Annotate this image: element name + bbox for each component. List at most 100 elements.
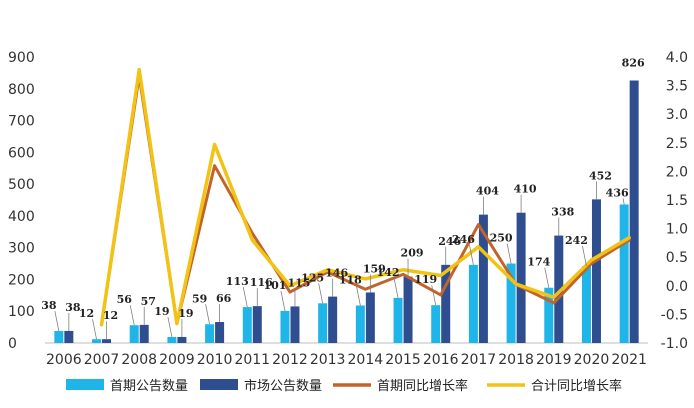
right-tick-label: 3.0 xyxy=(666,107,688,123)
x-tick-label: 2009 xyxy=(159,352,195,368)
bar-first-issue xyxy=(54,330,64,343)
label-leader xyxy=(54,310,60,332)
x-tick-label: 2017 xyxy=(461,352,497,368)
label-leader xyxy=(469,244,474,265)
data-label-market: 19 xyxy=(178,307,193,320)
bar-market xyxy=(64,330,74,343)
bar-market xyxy=(215,322,225,343)
bar-first-issue xyxy=(393,297,403,343)
bar-first-issue xyxy=(544,287,554,343)
label-leader xyxy=(622,198,625,205)
bar-market xyxy=(516,212,526,343)
x-tick-label: 2011 xyxy=(234,352,270,368)
left-tick-label: 300 xyxy=(8,241,35,257)
label-leader xyxy=(431,285,437,306)
bar-market xyxy=(102,339,112,343)
bar-first-issue xyxy=(581,266,591,343)
data-label-first-issue: 125 xyxy=(301,271,324,284)
label-leader xyxy=(129,305,135,326)
bar-first-issue xyxy=(355,305,365,343)
data-label-market: 209 xyxy=(401,247,424,260)
label-leader xyxy=(318,283,324,304)
data-label-market: 66 xyxy=(216,292,232,305)
data-label-first-issue: 59 xyxy=(192,292,207,305)
data-label-market: 116 xyxy=(250,276,273,289)
legend-label: 首期公告数量 xyxy=(110,379,188,394)
x-tick-label: 2012 xyxy=(272,352,308,368)
bar-market xyxy=(328,296,338,343)
right-tick-label: -0.5 xyxy=(661,307,688,323)
line-total-growth xyxy=(99,67,631,327)
legend-label: 市场公告数量 xyxy=(244,378,322,394)
label-leader xyxy=(544,267,550,288)
bar-first-issue xyxy=(129,325,139,343)
left-tick-label: 900 xyxy=(8,50,35,66)
lines-layer xyxy=(99,67,631,327)
data-label-first-issue: 436 xyxy=(606,186,629,199)
x-tick-label: 2013 xyxy=(310,352,346,368)
left-tick-label: 800 xyxy=(8,82,35,98)
bar-market xyxy=(629,80,639,343)
label-leader xyxy=(393,277,399,298)
right-tick-label: 1.5 xyxy=(666,193,688,209)
data-label-first-issue: 38 xyxy=(41,299,57,312)
left-tick-label: 0 xyxy=(8,336,17,352)
data-label-market: 452 xyxy=(589,169,612,182)
data-label-market: 410 xyxy=(514,183,537,196)
right-axis: -1.0 -0.5 0.0 0.5 1.0 1.5 2.0 2.5 3.0 3.5 4.0 xyxy=(661,50,688,352)
right-tick-label: -1.0 xyxy=(661,336,688,352)
x-axis: 2006 2007 2008 2009 2010 2011 2012 2013 2014 2015… xyxy=(46,352,647,368)
label-leader xyxy=(167,316,173,338)
data-label-first-issue: 12 xyxy=(79,307,94,320)
x-tick-label: 2014 xyxy=(348,352,384,368)
label-leader xyxy=(242,287,248,308)
data-label-first-issue: 113 xyxy=(226,275,249,288)
left-tick-label: 600 xyxy=(8,145,35,161)
label-leader xyxy=(355,285,361,306)
label-leader xyxy=(205,304,210,325)
legend: 首期公告数量 市场公告数量 首期同比增长率 合计同比增长率 xyxy=(66,378,622,394)
data-label-market: 57 xyxy=(141,295,156,308)
line-first-issue-growth xyxy=(100,74,631,327)
left-axis: 0 100 200 300 400 500 600 700 800 900 xyxy=(8,50,35,352)
bar-first-issue xyxy=(506,263,516,343)
bar-market xyxy=(591,199,601,343)
data-label-first-issue: 101 xyxy=(263,279,286,292)
data-label-first-issue: 19 xyxy=(154,305,169,318)
x-tick-label: 2020 xyxy=(574,352,610,368)
data-label-first-issue: 56 xyxy=(117,293,133,306)
data-label-market: 115 xyxy=(287,276,310,289)
bar-first-issue xyxy=(431,305,441,343)
bars-layer xyxy=(54,80,639,343)
right-tick-label: 0.0 xyxy=(666,279,688,295)
data-label-market: 246 xyxy=(438,235,461,248)
data-label-first-issue: 119 xyxy=(414,273,437,286)
bar-market xyxy=(441,264,451,343)
right-tick-label: 0.5 xyxy=(666,250,688,266)
left-tick-label: 400 xyxy=(8,209,35,225)
right-tick-label: 4.0 xyxy=(666,50,688,66)
legend-swatch xyxy=(66,379,104,390)
bar-first-issue xyxy=(167,336,177,343)
bar-market xyxy=(554,235,564,343)
data-label-first-issue: 246 xyxy=(452,233,475,246)
data-label-first-issue: 250 xyxy=(490,232,513,245)
x-tick-label: 2016 xyxy=(423,352,459,368)
right-tick-label: 2.5 xyxy=(666,136,688,152)
data-label-first-issue: 118 xyxy=(339,274,362,287)
x-tick-label: 2010 xyxy=(197,352,233,368)
x-tick-label: 2008 xyxy=(121,352,157,368)
x-tick-label: 2018 xyxy=(498,352,534,368)
data-label-market: 338 xyxy=(551,206,574,219)
bar-first-issue xyxy=(468,264,478,343)
bar-first-issue xyxy=(280,310,290,343)
bar-first-issue xyxy=(619,204,629,343)
legend-label: 首期同比增长率 xyxy=(377,378,468,394)
bar-first-issue xyxy=(318,303,328,343)
left-tick-label: 700 xyxy=(8,114,35,130)
right-tick-label: 2.0 xyxy=(666,164,688,180)
label-leader xyxy=(582,246,587,267)
